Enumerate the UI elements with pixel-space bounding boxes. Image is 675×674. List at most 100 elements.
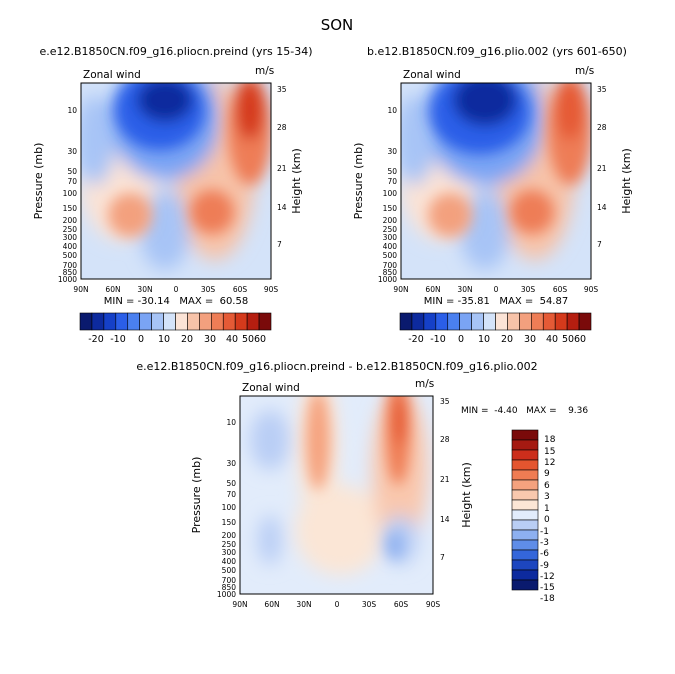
- panel-3-ylabel: Pressure (mb): [190, 457, 203, 534]
- colorbar-swatch: [511, 579, 539, 591]
- panel-1-colorbar: [79, 312, 272, 331]
- panel-1-ylabel: Pressure (mb): [32, 143, 45, 220]
- colorbar-swatch: [578, 312, 592, 331]
- colorbar-label: 30: [524, 334, 536, 345]
- y-tick: 150: [63, 204, 78, 213]
- y-tick: 10: [387, 106, 397, 115]
- y-tick: 200: [63, 216, 78, 225]
- y-tick: 850: [383, 268, 398, 277]
- panel-1-left-label: Zonal wind: [83, 69, 141, 81]
- colorbar-swatch: [483, 312, 496, 331]
- y-tick: 700: [63, 261, 78, 270]
- x-tick: 0: [335, 600, 340, 609]
- y-tick: 850: [63, 268, 78, 277]
- colorbar-label: 3: [544, 492, 550, 502]
- y-tick: 100: [63, 189, 78, 198]
- colorbar-label: 18: [544, 435, 556, 445]
- panel-3-y-ticks: 1000 850 700 500 400 300 250 200 150 100…: [217, 418, 236, 599]
- y-tick: 70: [67, 177, 77, 186]
- colorbar-label: 30: [204, 334, 216, 345]
- panel-3-x-ticks: 90N 60N 30N 0 30S 60S 90S: [232, 600, 440, 609]
- panel-3-stats: MIN = -4.40 MAX = 9.36: [461, 406, 588, 416]
- y-tick: 30: [387, 147, 397, 156]
- colorbar-swatch: [511, 559, 539, 571]
- colorbar-swatch: [542, 312, 556, 331]
- y-tick: 700: [222, 576, 237, 585]
- panel-1-colorbar-labels: -20 -10 0 10 20 30 40 50 60: [88, 334, 266, 345]
- colorbar-swatch: [79, 312, 93, 331]
- panel-2-stats: MIN = -35.81 MAX = 54.87: [424, 296, 568, 307]
- x-tick: 30S: [521, 285, 536, 294]
- x-tick: 30S: [201, 285, 216, 294]
- x-tick: 0: [494, 285, 499, 294]
- y-tick: 50: [226, 479, 236, 488]
- x-tick: 90S: [426, 600, 441, 609]
- colorbar-swatch: [411, 312, 425, 331]
- colorbar-swatch: [495, 312, 508, 331]
- y2-tick: 28: [440, 435, 450, 444]
- colorbar-swatch: [511, 539, 539, 551]
- panel-1-title: e.e12.B1850CN.f09_g16.pliocn.preind (yrs…: [39, 45, 312, 58]
- colorbar-label: 0: [138, 334, 144, 345]
- y-tick: 200: [222, 531, 237, 540]
- y2-tick: 28: [597, 123, 607, 132]
- colorbar-label: 40: [226, 334, 238, 345]
- colorbar-label: -20: [408, 334, 424, 345]
- y-tick: 250: [222, 540, 237, 549]
- y-tick: 70: [226, 490, 236, 499]
- y-tick: 100: [383, 189, 398, 198]
- colorbar-label: -9: [540, 561, 549, 571]
- y2-tick: 35: [597, 85, 607, 94]
- y-tick: 10: [67, 106, 77, 115]
- panel-1-x-ticks: 90N 60N 30N 0 30S 60S 90S: [73, 285, 278, 294]
- colorbar-swatch: [447, 312, 460, 331]
- colorbar-label: 20: [501, 334, 513, 345]
- panel-1-y2-ticks: 7 14 21 28 35: [277, 85, 287, 249]
- y-tick: 30: [67, 147, 77, 156]
- y-tick: 1000: [217, 590, 236, 599]
- y-tick: 70: [387, 177, 397, 186]
- panel-2-ylabel: Pressure (mb): [352, 143, 365, 220]
- colorbar-swatch: [258, 312, 272, 331]
- colorbar-swatch: [423, 312, 437, 331]
- panel-2-units: m/s: [575, 65, 594, 77]
- panel-3-colorbar-labels: 18 15 12 9 6 3 1 0 -1 -3 -6 -9 -12 -15 -…: [540, 435, 556, 604]
- y2-tick: 14: [277, 203, 287, 212]
- panel-3-title: e.e12.B1850CN.f09_g16.pliocn.preind - b.…: [136, 360, 537, 373]
- y2-tick: 14: [440, 515, 450, 524]
- colorbar-swatch: [511, 479, 539, 491]
- colorbar-swatch: [511, 489, 539, 501]
- colorbar-swatch: [511, 529, 539, 541]
- colorbar-swatch: [246, 312, 260, 331]
- colorbar-label: -10: [110, 334, 126, 345]
- colorbar-label: 20: [181, 334, 193, 345]
- panel-1-y2label: Height (km): [290, 148, 303, 214]
- colorbar-swatch: [163, 312, 176, 331]
- panel-2-colorbar-labels: -20 -10 0 10 20 30 40 50 60: [408, 334, 586, 345]
- colorbar-swatch: [511, 439, 539, 451]
- panel-2-x-ticks: 90N 60N 30N 0 30S 60S 90S: [393, 285, 598, 294]
- colorbar-swatch: [115, 312, 129, 331]
- colorbar-label: 60: [254, 334, 266, 345]
- colorbar-swatch: [151, 312, 164, 331]
- colorbar-swatch: [211, 312, 224, 331]
- colorbar-label: 50: [562, 334, 574, 345]
- y2-tick: 7: [277, 240, 282, 249]
- colorbar-label: -20: [88, 334, 104, 345]
- y-tick: 700: [383, 261, 398, 270]
- y2-tick: 14: [597, 203, 607, 212]
- y-tick: 500: [63, 251, 78, 260]
- colorbar-label: -15: [540, 583, 555, 593]
- colorbar-label: -6: [540, 549, 549, 559]
- x-tick: 30N: [296, 600, 311, 609]
- colorbar-swatch: [511, 519, 539, 531]
- panel-3-field: [240, 396, 433, 594]
- panel-2-colorbar: [399, 312, 592, 331]
- colorbar-label: 10: [478, 334, 490, 345]
- colorbar-label: 0: [544, 515, 550, 525]
- x-tick: 0: [174, 285, 179, 294]
- colorbar-swatch: [435, 312, 449, 331]
- y-tick: 400: [63, 242, 78, 251]
- colorbar-swatch: [199, 312, 212, 331]
- colorbar-label: -18: [540, 594, 555, 604]
